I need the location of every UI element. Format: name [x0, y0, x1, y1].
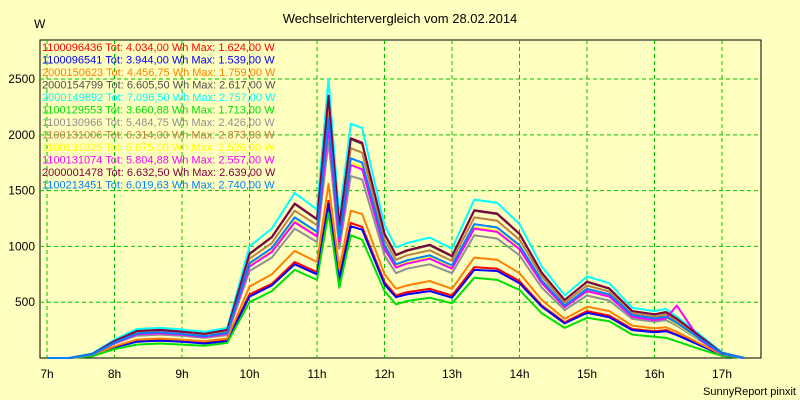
- legend: 1100096436 Tot: 4.034,00 Wh Max: 1.624,0…: [42, 42, 276, 192]
- legend-entry: 1100096541 Tot: 3.944,00 Wh Max: 1.539,0…: [42, 55, 275, 67]
- legend-entry: 2000154799 Tot: 6.605,50 Wh Max: 2.617,0…: [42, 80, 276, 92]
- series-line-8: [47, 107, 745, 359]
- y-tick-label: 2500: [8, 72, 35, 86]
- series-line-5: [47, 78, 745, 359]
- x-tick-label: 16h: [644, 367, 664, 381]
- plot-area: [39, 39, 762, 359]
- series-line-2: [47, 203, 745, 359]
- x-tick-label: 8h: [108, 367, 121, 381]
- series-lines: [47, 78, 745, 359]
- legend-entry: 1100213451 Tot: 6.019,63 Wh Max: 2.740,0…: [42, 180, 275, 192]
- x-tick-label: 15h: [577, 367, 597, 381]
- x-tick-label: 13h: [442, 367, 462, 381]
- legend-entry: 1100130966 Tot: 5.484,75 Wh Max: 2.426,0…: [42, 117, 275, 129]
- series-line-3: [47, 182, 745, 359]
- y-tick-label: 2000: [8, 128, 35, 142]
- legend-entry: 1100096436 Tot: 4.034,00 Wh Max: 1.624,0…: [42, 42, 275, 54]
- axes: 500 1000 1500 2000 2500 7h 8h 9h 10h 11h 12h 13h 14h…: [8, 72, 732, 381]
- y-axis-unit-label: W: [34, 17, 46, 31]
- x-tick-label: 10h: [239, 367, 259, 381]
- legend-entry: 2000149892 Tot: 7.096,50 Wh Max: 2.757,0…: [42, 92, 276, 104]
- y-tick-label: 500: [15, 295, 35, 309]
- series-line-11: [47, 94, 745, 359]
- legend-entry: 2000150623 Tot: 4.456,75 Wh Max: 1.759,0…: [42, 67, 276, 79]
- x-tick-label: 9h: [175, 367, 188, 381]
- x-tick-label: 7h: [40, 367, 53, 381]
- credit-label: SunnyReport pinxit: [703, 386, 796, 398]
- series-line-6: [47, 211, 745, 359]
- legend-entry: 2000001478 Tot: 6.632,50 Wh Max: 2.639,0…: [42, 167, 276, 179]
- series-line-12: [47, 117, 745, 359]
- y-tick-label: 1500: [8, 184, 35, 198]
- legend-entry: 1100131074 Tot: 5.804,88 Wh Max: 2.557,0…: [42, 155, 275, 167]
- x-tick-label: 11h: [307, 367, 326, 381]
- legend-entry: 1100131025 Tot: 5.875,00 Wh Max: 2.526,0…: [42, 142, 275, 154]
- x-tick-label: 14h: [509, 367, 529, 381]
- chart-title: Wechselrichtervergleich vom 28.02.2014: [283, 11, 518, 26]
- y-tick-label: 1000: [8, 239, 35, 253]
- legend-entry: 1100129553 Tot: 3.660,88 Wh Max: 1.713,0…: [42, 105, 275, 117]
- x-tick-label: 12h: [374, 367, 394, 381]
- x-tick-label: 17h: [712, 367, 732, 381]
- legend-entry: 1100131006 Tot: 6.314,00 Wh Max: 2.873,0…: [42, 130, 275, 142]
